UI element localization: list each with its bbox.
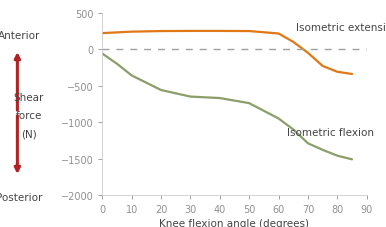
Text: (N): (N) — [21, 129, 37, 139]
Text: Anterior: Anterior — [0, 31, 41, 41]
Text: Shear: Shear — [14, 93, 44, 103]
X-axis label: Knee flexion angle (degrees): Knee flexion angle (degrees) — [159, 218, 310, 227]
Text: force: force — [16, 111, 42, 121]
Text: Posterior: Posterior — [0, 192, 42, 202]
Text: Isometric flexion: Isometric flexion — [287, 127, 374, 137]
Text: Isometric extension: Isometric extension — [296, 22, 386, 32]
